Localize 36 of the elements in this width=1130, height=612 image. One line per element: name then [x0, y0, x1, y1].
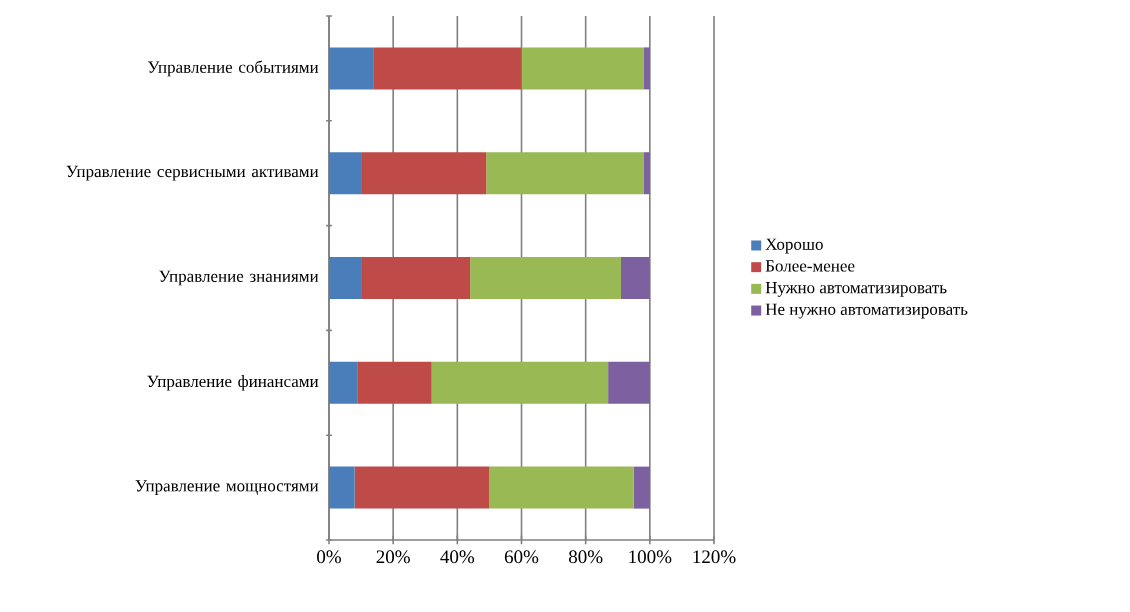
x-tick-label: 80% [568, 550, 603, 564]
y-tick-label: Управление финансами [147, 375, 319, 391]
y-tick-label: Управление мощностями [135, 480, 319, 495]
bar [643, 47, 650, 90]
x-tick-label: 120% [693, 550, 736, 564]
bar [620, 257, 650, 300]
bar [361, 257, 471, 300]
y-tick-label: Управление знаниями [159, 270, 319, 286]
legend-label: Нужно автоматизировать [765, 282, 947, 297]
bar [329, 466, 355, 509]
bar [470, 257, 621, 300]
y-tick-label: Управление событиями [147, 60, 319, 77]
legend-label: Не нужно автоматизировать [765, 303, 968, 319]
bar [329, 152, 362, 195]
bar [354, 466, 490, 509]
x-tick-label: 60% [504, 550, 539, 564]
bar [329, 47, 374, 90]
bar [489, 466, 634, 509]
legend-label: Хорошо [765, 238, 823, 254]
bar [329, 361, 358, 404]
bar [361, 152, 487, 195]
bar [486, 152, 644, 195]
bar [373, 47, 522, 90]
bar [329, 257, 362, 300]
x-tick-label: 40% [440, 550, 475, 564]
y-tick-label: Управление сервисными активами [66, 165, 319, 181]
legend-label: Более-менее [765, 260, 855, 272]
x-tick-label: 20% [376, 550, 410, 564]
bar [633, 466, 650, 509]
bar [643, 152, 650, 195]
x-tick-label: 0% [317, 550, 342, 564]
x-tick-label: 100% [629, 550, 672, 564]
bar [608, 361, 650, 404]
bar [521, 47, 644, 90]
bar [431, 361, 609, 404]
bar [357, 361, 432, 404]
